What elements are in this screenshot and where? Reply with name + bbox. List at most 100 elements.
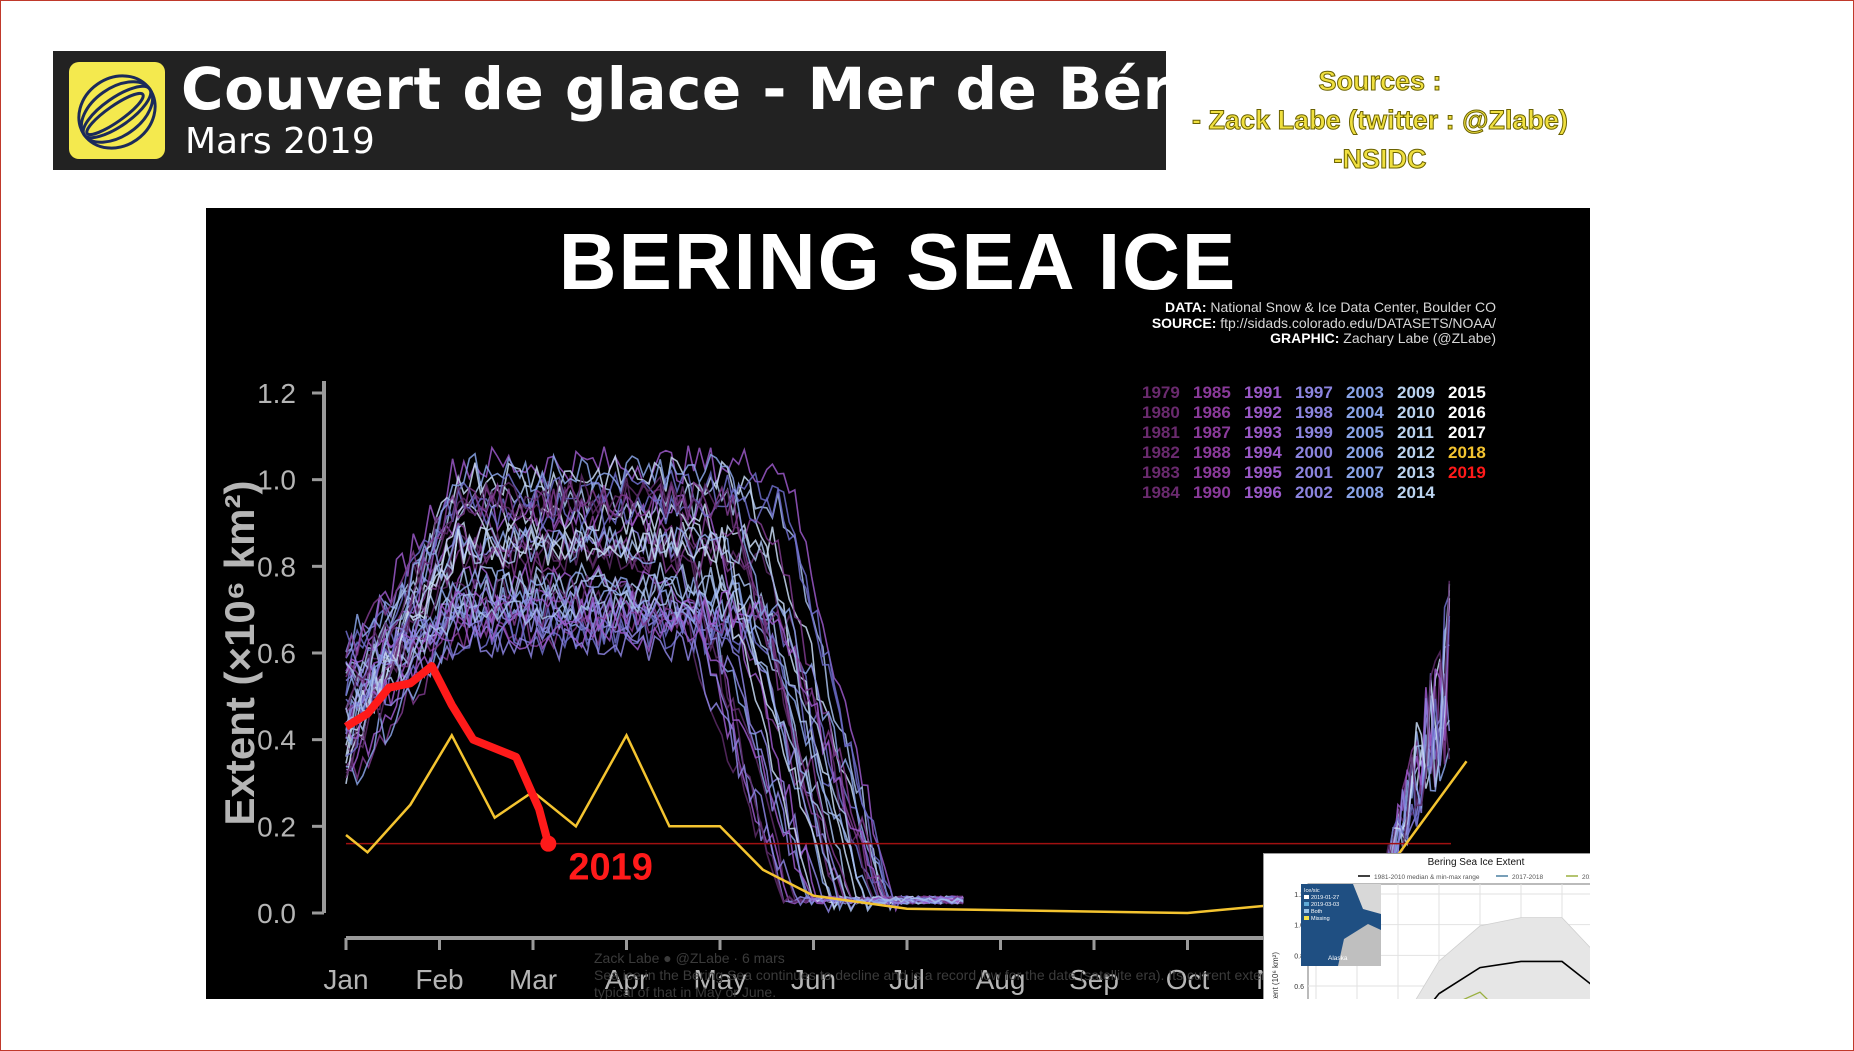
globe-logo-icon	[69, 62, 165, 159]
inset-map-legend-swatch	[1304, 902, 1309, 906]
banner-title: Couvert de glace - Mer de Béring	[181, 55, 1276, 123]
x-tick-label: Mar	[509, 964, 557, 995]
legend-year-1979: 1979	[1142, 383, 1180, 402]
x-tick-label: Jun	[791, 964, 836, 995]
title-banner: Couvert de glace - Mer de Béring Mars 20…	[53, 51, 1275, 170]
inset-map-place-label: Alaska	[1328, 955, 1348, 962]
inset-map-ice	[1353, 884, 1381, 914]
legend-year-empty	[1448, 484, 1499, 501]
banner-subtitle: Mars 2019	[185, 121, 375, 162]
sources-line-1: - Zack Labe (twitter : @Zlabe)	[1192, 105, 1569, 136]
legend-year-1999: 1999	[1295, 423, 1333, 442]
legend-year-2017: 2017	[1448, 423, 1486, 442]
legend-year-1996: 1996	[1244, 483, 1282, 502]
inset-map-land	[1338, 924, 1381, 966]
legend-year-2000: 2000	[1295, 443, 1333, 462]
legend-year-2008: 2008	[1346, 483, 1384, 502]
credit-graphic-label: GRAPHIC:	[1270, 330, 1340, 346]
historical-year-line	[345, 603, 964, 911]
inset-y-tick-label: 0.8	[1294, 953, 1304, 960]
legend-year-2007: 2007	[1346, 463, 1384, 482]
legend-year-1990: 1990	[1193, 483, 1231, 502]
inset-y-tick-label: 1.0	[1294, 923, 1304, 930]
inset-legend-label: 1981-2010 median & min-max range	[1374, 874, 1480, 881]
legend-year-2005: 2005	[1346, 423, 1384, 442]
legend-year-1988: 1988	[1193, 443, 1231, 462]
inset-map-legend-item: 2019-01-27	[1311, 895, 1339, 901]
x-tick-label: Jan	[323, 964, 368, 995]
legend-year-2016: 2016	[1448, 403, 1486, 422]
legend-year-1980: 1980	[1142, 403, 1180, 422]
inset-map-legend-heading: Ice/sic	[1304, 888, 1320, 894]
year-legend: 1979 1985 1991 1997 2003 2009 2015 1980 1986 1992…	[1142, 384, 1499, 501]
inset-map-legend-item: Both	[1311, 909, 1322, 915]
bering-chart: 0.0 0.2 0.4 0.6 0.8 1.0 1.2 Jan Feb Mar Apr May Jun J…	[206, 208, 1590, 999]
historical-year-line	[345, 523, 964, 910]
legend-year-1981: 1981	[1142, 423, 1180, 442]
inset-title: Bering Sea Ice Extent	[1428, 857, 1525, 868]
y-tick-label: 1.2	[257, 378, 296, 409]
x-tick-label: Jul	[889, 964, 925, 995]
annotation-2019-label: 2019	[568, 847, 653, 889]
y-tick-label: 0.8	[257, 551, 296, 582]
legend-year-1987: 1987	[1193, 423, 1231, 442]
chart-title: BERING SEA ICE	[558, 217, 1238, 306]
chart-credits: DATA: National Snow & Ice Data Center, B…	[1151, 299, 1496, 347]
x-tick-label: May	[694, 964, 747, 995]
credit-graphic-value: Zachary Labe (@ZLabe)	[1339, 330, 1496, 346]
y-tick-label: 0.6	[257, 638, 296, 669]
legend-year-2019: 2019	[1448, 463, 1486, 482]
inset-map-legend-item: 2019-03-03	[1311, 902, 1339, 908]
legend-year-2011: 2011	[1397, 423, 1434, 442]
legend-year-2009: 2009	[1397, 383, 1435, 402]
legend-year-2013: 2013	[1397, 463, 1435, 482]
inset-y-axis-label: Extent (10⁶ km²)	[1271, 952, 1280, 999]
inset-median-line	[1433, 960, 1590, 999]
legend-year-2001: 2001	[1295, 463, 1333, 482]
legend-year-1983: 1983	[1142, 463, 1180, 482]
legend-year-1986: 1986	[1193, 403, 1231, 422]
inset-chart: Bering Sea Ice Extent 1981-2010 median & …	[1263, 853, 1590, 999]
legend-year-1992: 1992	[1244, 403, 1282, 422]
x-tick-label: Apr	[605, 964, 649, 995]
inset-map-legend-swatch	[1304, 916, 1309, 920]
historical-year-line	[345, 593, 964, 909]
inset-map-legend-swatch	[1304, 909, 1309, 913]
historical-year-line	[345, 467, 964, 909]
series-2018-line	[345, 732, 1468, 915]
tweet-author: Zack Labe ● @ZLabe · 6 mars	[594, 950, 785, 966]
credit-source-label: SOURCE:	[1151, 314, 1217, 331]
legend-year-2010: 2010	[1397, 403, 1435, 422]
legend-year-1993: 1993	[1244, 423, 1282, 442]
sources-heading: Sources :	[1318, 66, 1442, 97]
x-tick-label: Aug	[976, 964, 1026, 995]
inset-2018-2019-line	[1463, 991, 1488, 999]
legend-year-2014: 2014	[1397, 483, 1435, 502]
legend-year-1997: 1997	[1295, 383, 1333, 402]
series-2019-endpoint	[540, 835, 557, 852]
tweet-text: Sea ice in the Bering Sea continues to d…	[594, 967, 1323, 999]
legend-year-2018: 2018	[1448, 443, 1486, 462]
y-tick-label: 0.4	[257, 725, 296, 756]
historical-year-line	[345, 486, 964, 911]
inset-chart-svg: Bering Sea Ice Extent 1981-2010 median & …	[1271, 857, 1590, 999]
y-axis-label: Extent (×10⁶ km²)	[216, 481, 263, 826]
inset-map-legend-item: Missing	[1311, 916, 1330, 922]
credit-data-label: DATA:	[1165, 299, 1207, 315]
historical-year-line	[345, 585, 964, 913]
y-tick-label: 0.0	[257, 898, 296, 929]
legend-year-1982: 1982	[1142, 443, 1180, 462]
legend-year-2012: 2012	[1397, 443, 1435, 462]
tweet-overlay: Zack Labe ● @ZLabe · 6 mars Sea ice in t…	[594, 950, 1354, 999]
y-tick-label: 1.0	[257, 465, 296, 496]
inset-legend-label: 2018-2019	[1582, 874, 1590, 881]
y-tick-label: 0.2	[257, 811, 296, 842]
x-tick-label: Oct	[1166, 964, 1210, 995]
legend-year-2002: 2002	[1295, 483, 1333, 502]
legend-year-2015: 2015	[1448, 383, 1486, 402]
inset-y-tick-label: 1.2	[1294, 892, 1304, 899]
credit-data-value: National Snow & Ice Data Center, Boulder…	[1206, 299, 1496, 315]
legend-year-1995: 1995	[1244, 463, 1282, 482]
inset-map-legend-swatch	[1304, 895, 1309, 899]
legend-year-1994: 1994	[1244, 443, 1282, 462]
